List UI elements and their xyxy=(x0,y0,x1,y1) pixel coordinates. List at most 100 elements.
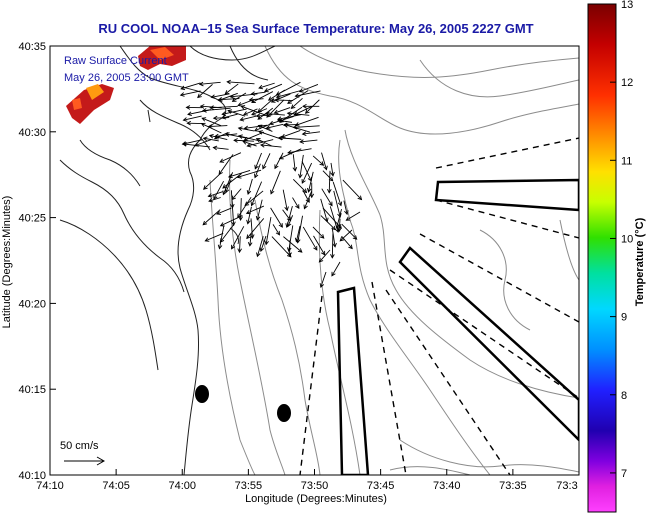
current-vector xyxy=(318,249,331,263)
current-vector xyxy=(231,226,245,250)
current-vector xyxy=(277,118,293,124)
current-vector xyxy=(283,123,310,133)
current-vector xyxy=(293,106,312,116)
y-tick-label: 40:25 xyxy=(18,213,46,225)
current-vector xyxy=(219,224,234,243)
x-tick-label: 73:50 xyxy=(301,480,329,492)
current-vector xyxy=(294,225,301,243)
current-vector xyxy=(224,83,239,95)
colorbar-tick-label: 7 xyxy=(621,468,627,480)
current-vector xyxy=(242,140,257,147)
current-vector xyxy=(273,107,291,115)
y-tick-label: 40:15 xyxy=(18,384,46,396)
scale-label: 50 cm/s xyxy=(60,440,99,452)
map-panel xyxy=(50,46,579,475)
current-vector xyxy=(213,181,224,200)
x-axis-ticks: 74:10 74:05 74:00 73:55 73:50 73:45 73:40 73:35… xyxy=(36,469,580,492)
bathymetry-contours xyxy=(209,46,579,475)
current-vector xyxy=(313,235,326,256)
current-vector xyxy=(224,132,247,139)
buoy-marker xyxy=(277,404,291,422)
buoy-marker xyxy=(195,385,209,403)
current-vector xyxy=(312,226,325,239)
current-vector xyxy=(237,236,242,254)
overlay-time: May 26, 2005 23:00 GMT xyxy=(64,72,189,84)
x-tick-label: 74:10 xyxy=(36,480,64,492)
current-vector xyxy=(298,154,304,179)
surface-current-vectors xyxy=(179,79,363,289)
current-vector xyxy=(299,139,318,144)
current-vector xyxy=(233,138,255,143)
current-vector xyxy=(339,229,353,242)
current-vector xyxy=(254,163,261,179)
current-vector xyxy=(263,83,283,93)
scale-arrow xyxy=(64,456,106,466)
current-vector xyxy=(212,145,229,151)
x-tick-label: 74:05 xyxy=(102,480,130,492)
colorbar-label: Temperature (°C) xyxy=(634,217,646,306)
current-vector xyxy=(270,207,283,228)
current-vector xyxy=(265,123,284,130)
current-vector xyxy=(270,93,291,103)
current-vector xyxy=(250,181,263,207)
current-vector xyxy=(332,181,343,207)
current-vector xyxy=(224,179,232,194)
current-vector xyxy=(331,261,341,277)
current-vector xyxy=(260,142,282,148)
current-vector xyxy=(290,97,303,109)
current-vector xyxy=(265,111,285,117)
overlay-title: Raw Surface Current xyxy=(64,55,167,67)
current-vector xyxy=(210,93,230,99)
colorbar-tick-label: 13 xyxy=(621,0,633,11)
current-vector xyxy=(244,190,264,207)
current-vector xyxy=(246,206,252,225)
current-vector xyxy=(221,113,238,120)
x-tick-label: 73:55 xyxy=(235,480,263,492)
current-vector xyxy=(292,154,298,172)
current-vector xyxy=(257,124,273,132)
y-tick-label: 40:35 xyxy=(18,41,46,53)
current-vector xyxy=(217,97,240,102)
current-vector xyxy=(248,97,264,102)
current-vector xyxy=(277,135,302,141)
current-vector xyxy=(255,137,273,147)
current-vector xyxy=(282,189,289,212)
current-vector xyxy=(302,103,320,109)
current-vector xyxy=(321,152,328,171)
colorbar-tick-label: 10 xyxy=(621,233,633,245)
current-vector xyxy=(202,209,221,226)
current-vector xyxy=(280,129,301,139)
x-tick-label: 74:00 xyxy=(168,480,196,492)
current-vector xyxy=(250,91,266,96)
current-vector xyxy=(219,215,243,227)
current-vector xyxy=(259,235,267,253)
current-vector xyxy=(292,197,300,210)
current-vector xyxy=(219,152,242,163)
current-vector xyxy=(276,114,302,121)
current-vector xyxy=(294,116,319,127)
current-vector xyxy=(197,84,213,99)
current-vector xyxy=(301,162,313,184)
current-vector xyxy=(243,108,258,116)
current-vector xyxy=(275,90,301,99)
current-vector xyxy=(330,162,335,177)
current-vector xyxy=(330,233,335,259)
current-vector xyxy=(255,199,263,221)
colorbar-tick-label: 9 xyxy=(621,312,627,324)
current-vector xyxy=(208,133,228,141)
colorbar xyxy=(587,3,617,513)
current-vector xyxy=(240,105,267,116)
sst-patches xyxy=(66,46,186,124)
current-vector xyxy=(251,108,268,116)
current-vector xyxy=(246,218,265,240)
current-vector xyxy=(342,179,363,201)
current-vector xyxy=(283,236,303,253)
current-vector xyxy=(239,115,258,122)
colorbar-tick-label: 8 xyxy=(621,390,627,402)
y-tick-label: 40:20 xyxy=(18,298,46,310)
current-vector xyxy=(287,148,312,155)
current-vector xyxy=(201,107,231,113)
current-vector xyxy=(245,205,265,215)
current-vector xyxy=(181,142,211,148)
current-vector xyxy=(294,90,321,98)
